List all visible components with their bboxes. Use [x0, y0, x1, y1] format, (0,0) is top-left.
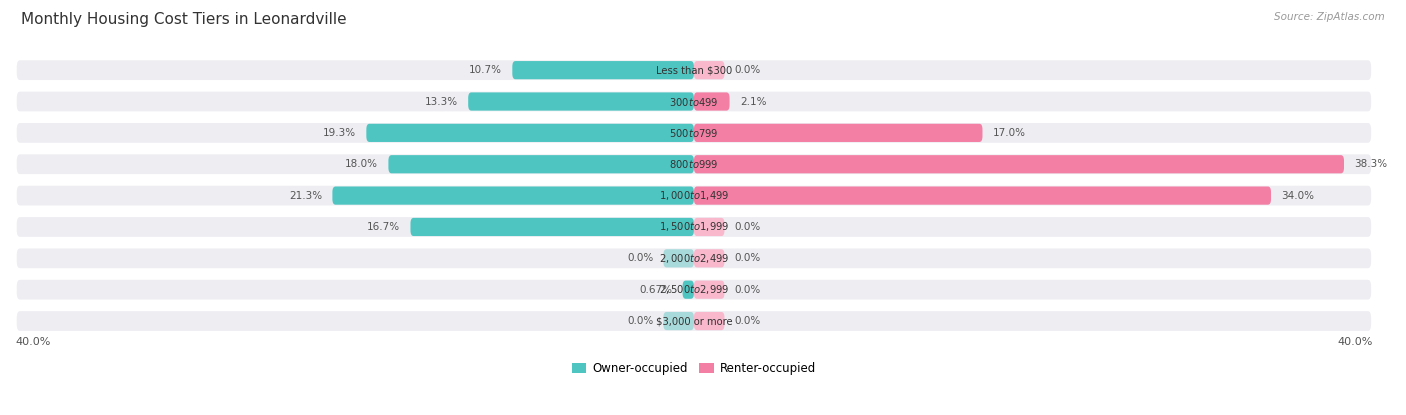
- FancyBboxPatch shape: [695, 93, 730, 111]
- FancyBboxPatch shape: [664, 249, 695, 267]
- Text: 17.0%: 17.0%: [993, 128, 1025, 138]
- Text: Less than $300: Less than $300: [655, 65, 733, 75]
- Text: 0.0%: 0.0%: [627, 316, 654, 326]
- FancyBboxPatch shape: [695, 312, 724, 330]
- Text: $500 to $799: $500 to $799: [669, 127, 718, 139]
- Text: 0.0%: 0.0%: [735, 253, 761, 264]
- FancyBboxPatch shape: [367, 124, 695, 142]
- FancyBboxPatch shape: [15, 278, 1372, 301]
- FancyBboxPatch shape: [15, 215, 1372, 239]
- Text: 19.3%: 19.3%: [323, 128, 356, 138]
- FancyBboxPatch shape: [388, 155, 695, 173]
- Text: 38.3%: 38.3%: [1354, 159, 1388, 169]
- FancyBboxPatch shape: [411, 218, 695, 236]
- FancyBboxPatch shape: [15, 310, 1372, 333]
- FancyBboxPatch shape: [15, 90, 1372, 113]
- Text: $3,000 or more: $3,000 or more: [655, 316, 733, 326]
- Text: $2,500 to $2,999: $2,500 to $2,999: [658, 283, 730, 296]
- Text: $1,500 to $1,999: $1,500 to $1,999: [658, 220, 730, 234]
- Text: 21.3%: 21.3%: [290, 190, 322, 200]
- Text: 10.7%: 10.7%: [470, 65, 502, 75]
- Text: 18.0%: 18.0%: [346, 159, 378, 169]
- FancyBboxPatch shape: [512, 61, 695, 79]
- Text: 0.0%: 0.0%: [735, 65, 761, 75]
- FancyBboxPatch shape: [695, 61, 724, 79]
- Text: 0.0%: 0.0%: [735, 222, 761, 232]
- FancyBboxPatch shape: [695, 155, 1344, 173]
- Text: 0.67%: 0.67%: [640, 285, 672, 295]
- Legend: Owner-occupied, Renter-occupied: Owner-occupied, Renter-occupied: [568, 358, 821, 380]
- Text: Monthly Housing Cost Tiers in Leonardville: Monthly Housing Cost Tiers in Leonardvil…: [21, 12, 347, 27]
- FancyBboxPatch shape: [15, 247, 1372, 270]
- Text: 16.7%: 16.7%: [367, 222, 401, 232]
- Text: 13.3%: 13.3%: [425, 97, 458, 107]
- FancyBboxPatch shape: [695, 124, 983, 142]
- Text: $800 to $999: $800 to $999: [669, 158, 718, 170]
- FancyBboxPatch shape: [695, 186, 1271, 205]
- FancyBboxPatch shape: [695, 281, 724, 299]
- Text: 40.0%: 40.0%: [1337, 337, 1372, 347]
- FancyBboxPatch shape: [15, 184, 1372, 207]
- Text: 2.1%: 2.1%: [740, 97, 766, 107]
- Text: 0.0%: 0.0%: [627, 253, 654, 264]
- FancyBboxPatch shape: [695, 218, 724, 236]
- Text: 0.0%: 0.0%: [735, 316, 761, 326]
- Text: $1,000 to $1,499: $1,000 to $1,499: [658, 189, 730, 202]
- Text: $2,000 to $2,499: $2,000 to $2,499: [658, 252, 730, 265]
- FancyBboxPatch shape: [682, 281, 695, 299]
- FancyBboxPatch shape: [332, 186, 695, 205]
- Text: $300 to $499: $300 to $499: [669, 95, 718, 107]
- Text: Source: ZipAtlas.com: Source: ZipAtlas.com: [1274, 12, 1385, 22]
- FancyBboxPatch shape: [695, 249, 724, 267]
- FancyBboxPatch shape: [468, 93, 695, 111]
- Text: 40.0%: 40.0%: [15, 337, 51, 347]
- FancyBboxPatch shape: [15, 121, 1372, 144]
- FancyBboxPatch shape: [15, 59, 1372, 82]
- Text: 0.0%: 0.0%: [735, 285, 761, 295]
- FancyBboxPatch shape: [664, 312, 695, 330]
- Text: 34.0%: 34.0%: [1281, 190, 1315, 200]
- FancyBboxPatch shape: [15, 153, 1372, 176]
